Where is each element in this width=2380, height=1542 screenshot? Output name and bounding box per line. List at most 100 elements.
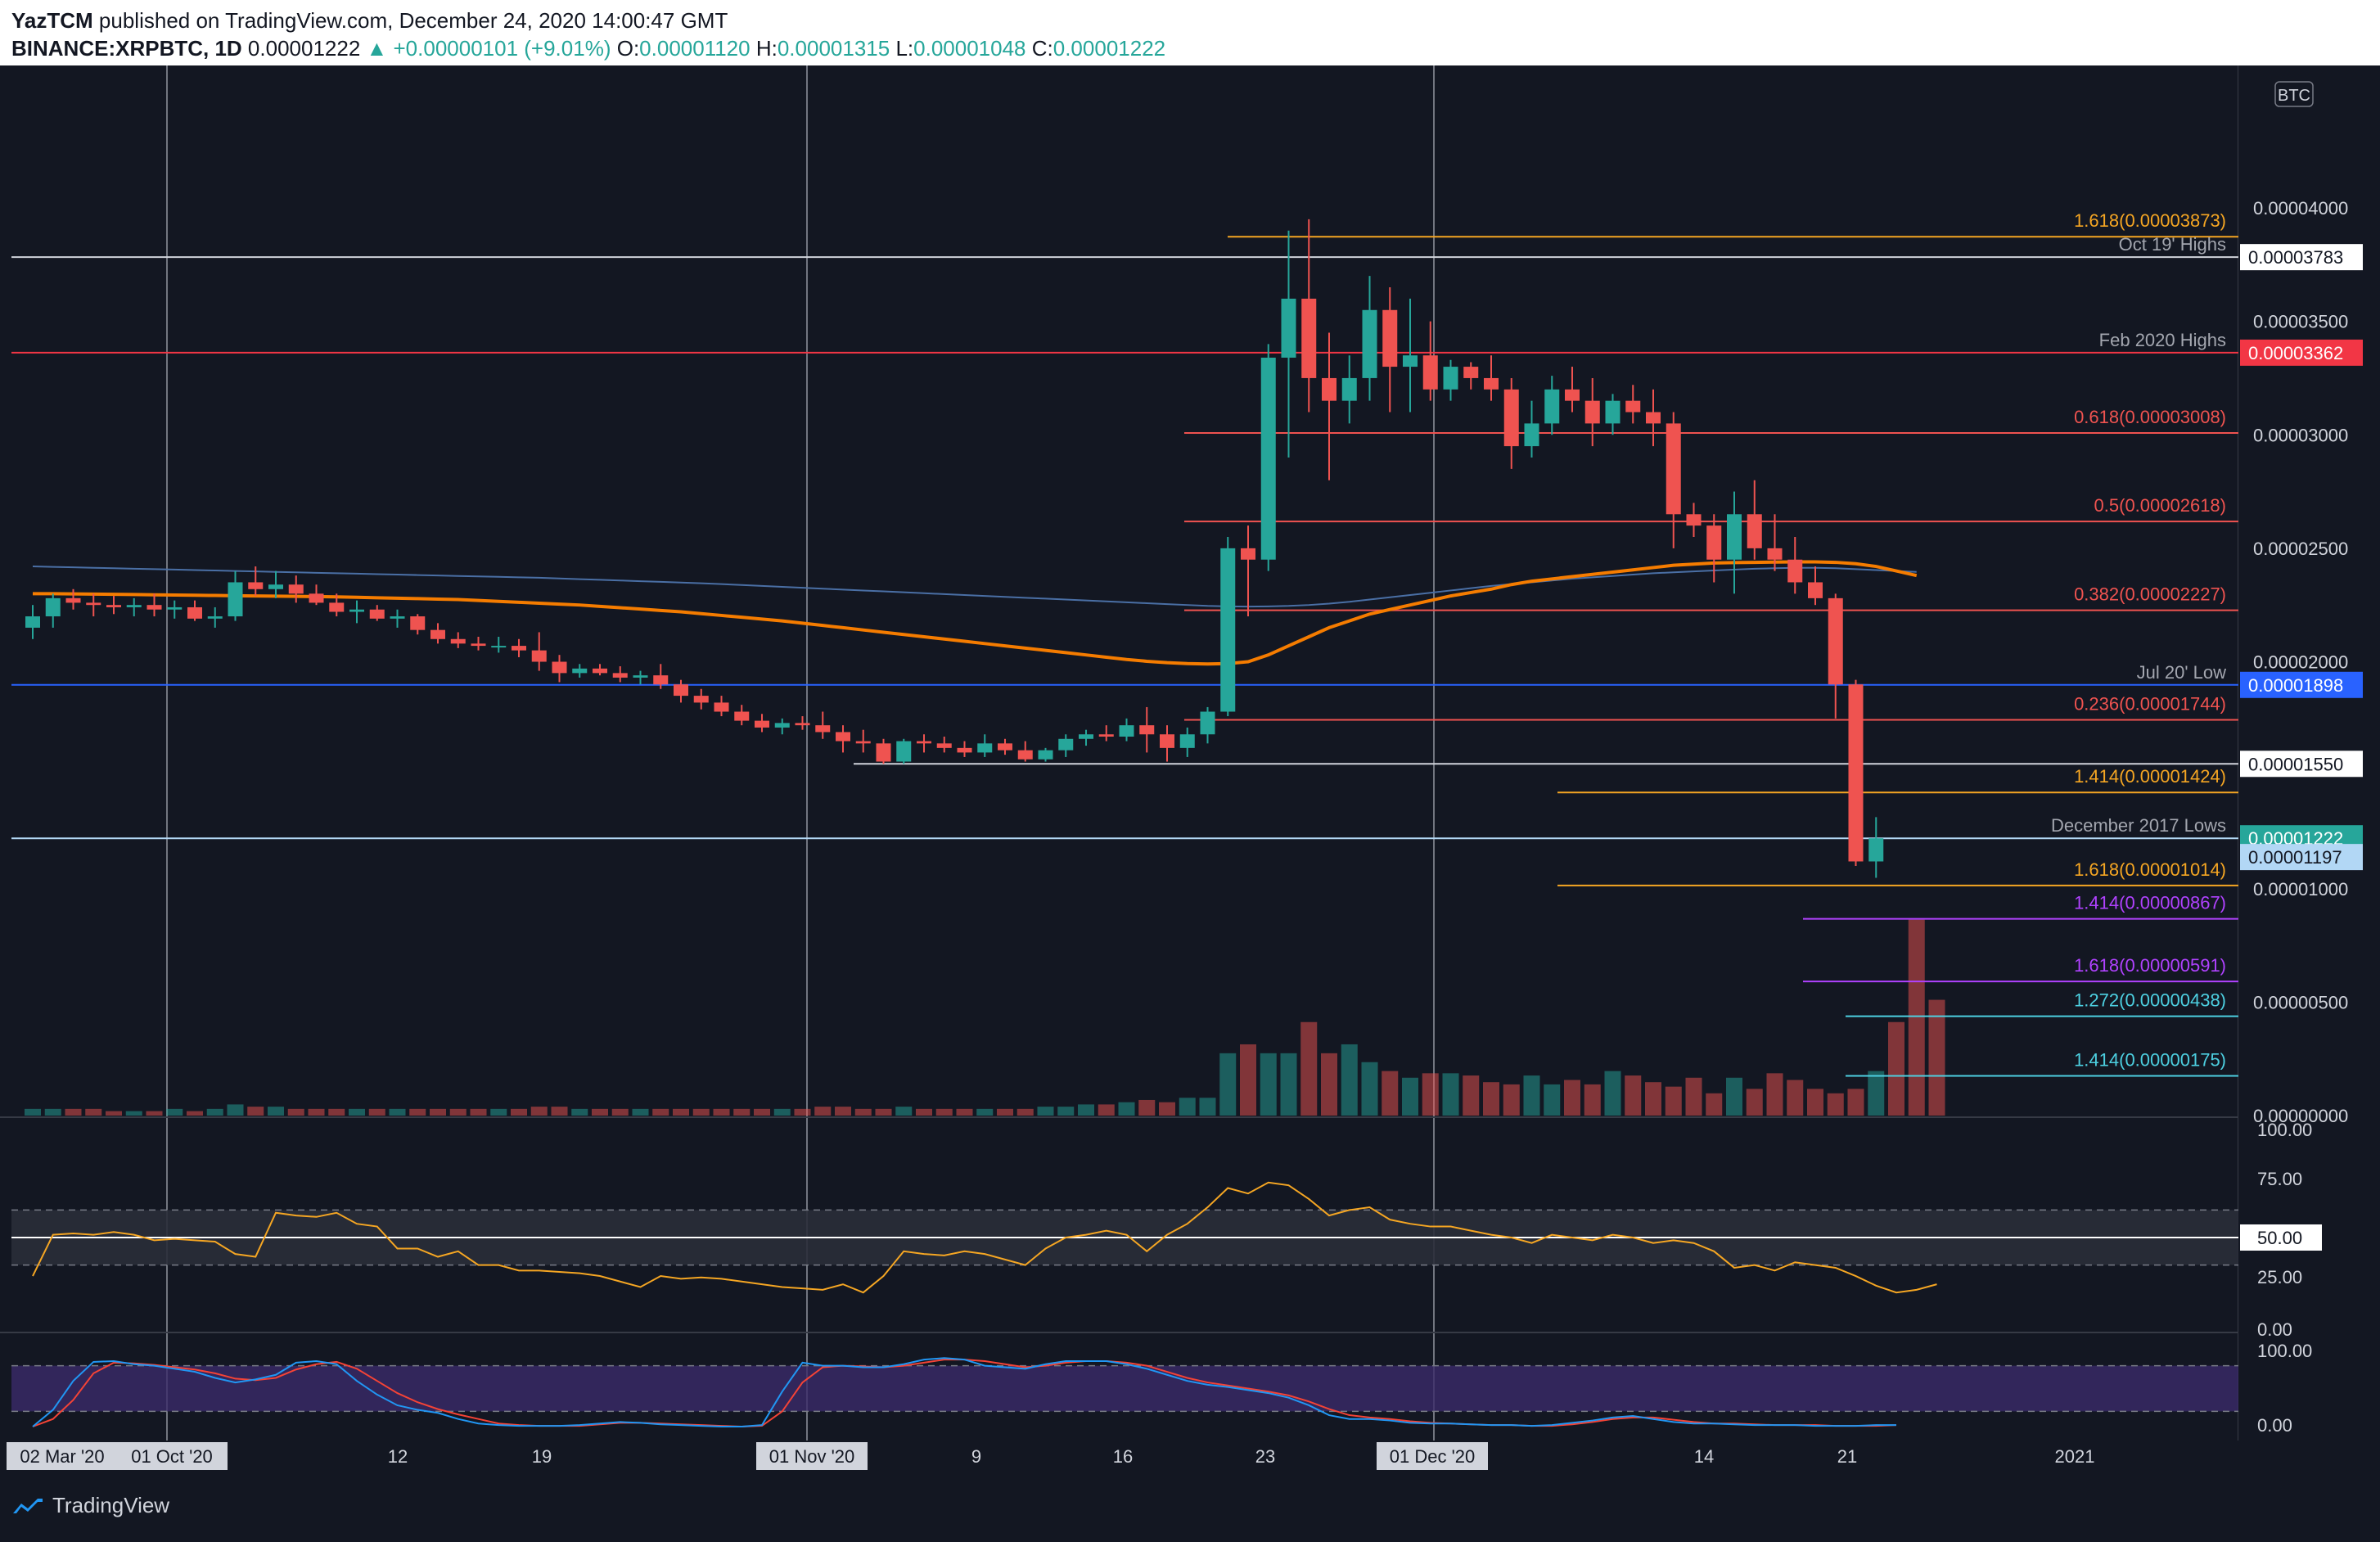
candle-body — [1403, 355, 1418, 367]
rsi-tick-2: 50.00 — [2257, 1228, 2302, 1248]
volume-bar — [1382, 1071, 1399, 1116]
volume-bar — [1442, 1073, 1459, 1116]
low-value: 0.00001048 — [913, 36, 1026, 61]
candle-body — [593, 668, 607, 674]
candle-body — [815, 725, 831, 733]
candle-body — [349, 609, 364, 612]
price-change: ▲ +0.00000101 (+9.01%) — [366, 36, 611, 61]
volume-bar — [1645, 1082, 1661, 1116]
candle-body — [1706, 525, 1722, 560]
price-axis[interactable]: 0.00004000 0.00003500 0.00003000 0.00002500… — [2238, 65, 2380, 1473]
price-tick-3: 0.00002500 — [2253, 539, 2348, 559]
volume-bar — [1219, 1053, 1237, 1116]
volume-bar — [1463, 1075, 1480, 1116]
volume-bar — [835, 1107, 851, 1116]
chart-canvas[interactable]: 1.618(0.00003873) Oct 19' Highs Feb 2020 H… — [0, 65, 2380, 1473]
author-name[interactable]: YazTCM — [11, 8, 93, 33]
volume-bar — [754, 1108, 770, 1116]
volume-bar — [611, 1108, 629, 1116]
candle-body — [1605, 400, 1620, 424]
volume-bar — [470, 1108, 487, 1116]
price-tick-4: 0.00002000 — [2253, 652, 2348, 673]
volume-bar — [166, 1108, 183, 1116]
candle-body — [977, 743, 993, 753]
level-label-1: Oct 19' Highs — [2119, 234, 2226, 255]
volume-bar — [328, 1108, 345, 1116]
volume-bar — [1564, 1080, 1580, 1116]
volume-bar — [1341, 1044, 1358, 1116]
volume-bar — [1908, 919, 1925, 1116]
rsi-tick-3: 25.00 — [2257, 1267, 2302, 1287]
volume-bar — [1280, 1053, 1297, 1116]
volume-bar — [1868, 1071, 1885, 1116]
candle-body — [1666, 423, 1681, 515]
level-label-5: 0.382(0.00002227) — [2074, 584, 2226, 605]
candle-body — [1422, 355, 1438, 390]
time-tick-bg-1 — [116, 1442, 228, 1470]
candle-body — [633, 675, 648, 678]
symbol-label[interactable]: BINANCE:XRPBTC, 1D — [11, 36, 242, 61]
time-tick-9: 14 — [1694, 1446, 1714, 1467]
candle-body — [1787, 559, 1803, 583]
volume-bar — [773, 1108, 791, 1116]
candle-body — [288, 584, 304, 594]
volume-bar — [1665, 1086, 1682, 1116]
volume-bar — [1078, 1104, 1094, 1116]
tradingview-icon — [13, 1498, 43, 1513]
candle-body — [25, 616, 40, 628]
rsi-pane — [11, 1181, 2238, 1294]
candle-body — [1341, 377, 1357, 401]
candle-body — [1443, 367, 1458, 390]
candle-body — [450, 638, 466, 644]
candle-body — [1301, 298, 1317, 378]
level-label-13: 1.272(0.00000438) — [2074, 990, 2226, 1011]
volume-bar — [895, 1107, 913, 1116]
candle-body — [126, 605, 142, 607]
volume-bar — [308, 1108, 325, 1116]
volume-bar — [409, 1108, 426, 1116]
volume-bar — [976, 1108, 994, 1116]
candle-body — [674, 684, 688, 697]
stoch-band-fill — [11, 1365, 2238, 1412]
volume-bar — [1787, 1080, 1804, 1116]
tradingview-logo[interactable]: TradingView — [11, 1493, 169, 1518]
volume-bar — [1199, 1098, 1216, 1116]
volume-bar — [1807, 1089, 1823, 1116]
volume-bar — [44, 1108, 61, 1116]
volume-bar — [1098, 1104, 1115, 1116]
rsi-mid-badge — [2240, 1224, 2322, 1251]
price-tick-0: 0.00004000 — [2253, 198, 2348, 219]
price-badge-bg-3 — [2240, 751, 2363, 778]
level-label-8: 1.414(0.00001424) — [2074, 766, 2226, 787]
volume-bar — [551, 1107, 568, 1116]
high-label: H: — [755, 36, 778, 61]
time-axis[interactable]: 02 Mar '20 01 Oct '20 12 19 01 Nov '20 9 16 23 0… — [0, 1441, 2247, 1473]
candle-body — [491, 646, 507, 648]
candle-body — [714, 702, 729, 712]
candle-body — [228, 582, 243, 617]
volume-bar — [1827, 1093, 1844, 1116]
candle-body — [855, 741, 871, 744]
volume-bar — [1726, 1077, 1742, 1116]
level-label-7: 0.236(0.00001744) — [2074, 693, 2226, 714]
time-tick-7: 23 — [1255, 1446, 1275, 1467]
candle-body — [1241, 548, 1255, 560]
volume-bar — [1138, 1099, 1156, 1116]
level-label-9: December 2017 Lows — [2051, 815, 2226, 836]
level-label-6: Jul 20' Low — [2137, 662, 2226, 683]
candle-body — [471, 643, 486, 647]
candle-body — [1686, 514, 1702, 526]
candle-body — [1119, 725, 1134, 737]
volume-bar — [490, 1108, 507, 1116]
candle-body — [167, 606, 183, 610]
candle-body — [1281, 298, 1296, 358]
level-lines — [11, 236, 2238, 1077]
time-tick-11: 2021 — [2055, 1446, 2095, 1467]
level-label-0: 1.618(0.00003873) — [2074, 210, 2226, 231]
level-label-12: 1.618(0.00000591) — [2074, 955, 2226, 976]
volume-bar — [1422, 1073, 1439, 1116]
time-tick-4: 01 Nov '20 — [769, 1446, 855, 1467]
volume-bar — [673, 1108, 689, 1116]
price-badge-bg-2 — [2240, 671, 2363, 698]
volume-bar — [1361, 1062, 1378, 1116]
